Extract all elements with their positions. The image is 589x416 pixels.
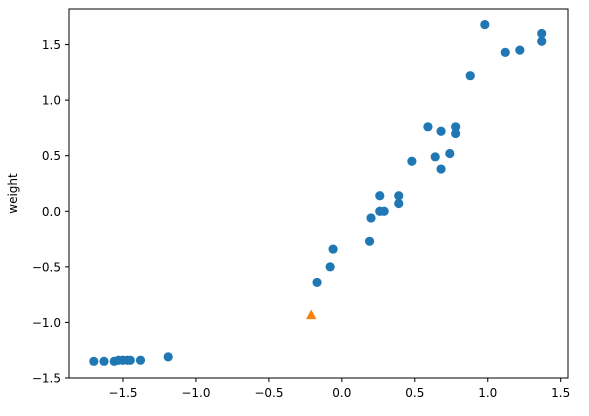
y-tick-label: 0.0 bbox=[42, 205, 61, 219]
y-tick-label: 1.0 bbox=[42, 94, 61, 108]
data-point bbox=[436, 164, 446, 174]
data-point bbox=[135, 355, 146, 365]
data-point bbox=[379, 206, 389, 216]
data-point bbox=[500, 47, 510, 57]
data-point bbox=[436, 126, 446, 136]
data-point bbox=[163, 352, 173, 362]
x-tick-label: 0.0 bbox=[332, 386, 351, 400]
data-point bbox=[394, 191, 404, 201]
x-tick-label: −1.5 bbox=[108, 386, 137, 400]
data-point bbox=[328, 244, 338, 254]
data-point bbox=[125, 355, 135, 365]
data-point bbox=[480, 19, 490, 30]
data-point bbox=[515, 45, 525, 55]
data-point bbox=[394, 198, 404, 209]
data-point bbox=[99, 356, 109, 366]
y-tick-label: 0.5 bbox=[42, 149, 61, 163]
x-tick-label: 0.5 bbox=[405, 386, 424, 400]
x-tick-label: 1.5 bbox=[551, 386, 570, 400]
plot-frame bbox=[68, 8, 569, 379]
data-point bbox=[407, 156, 417, 166]
data-point bbox=[465, 71, 475, 81]
y-tick-label: −0.5 bbox=[32, 260, 61, 274]
x-axis: −1.5 −1.0 −0.5 0.0 0.5 1.0 1.5 bbox=[108, 378, 570, 400]
data-point bbox=[89, 356, 99, 366]
data-point bbox=[537, 36, 547, 46]
data-point bbox=[423, 122, 433, 132]
data-point bbox=[445, 148, 455, 159]
data-point bbox=[325, 262, 335, 272]
y-axis: −1.5 −1.0 −0.5 0.0 0.5 1.0 1.5 bbox=[32, 38, 69, 386]
data-marks bbox=[89, 19, 547, 366]
y-tick-label: −1.0 bbox=[32, 316, 61, 330]
data-point bbox=[366, 213, 376, 223]
x-tick-label: −1.0 bbox=[181, 386, 210, 400]
data-point bbox=[430, 152, 440, 162]
data-point bbox=[537, 28, 547, 39]
data-point bbox=[451, 128, 461, 139]
y-tick-label: −1.5 bbox=[32, 372, 61, 386]
data-point bbox=[451, 122, 461, 132]
y-axis-label: weight bbox=[6, 173, 20, 214]
x-tick-label: 1.0 bbox=[478, 386, 497, 400]
data-point-triangle bbox=[306, 309, 317, 320]
data-point bbox=[364, 236, 375, 246]
data-point bbox=[312, 277, 322, 288]
x-tick-label: −0.5 bbox=[254, 386, 283, 400]
data-point bbox=[375, 191, 385, 201]
y-tick-label: 1.5 bbox=[42, 38, 61, 52]
